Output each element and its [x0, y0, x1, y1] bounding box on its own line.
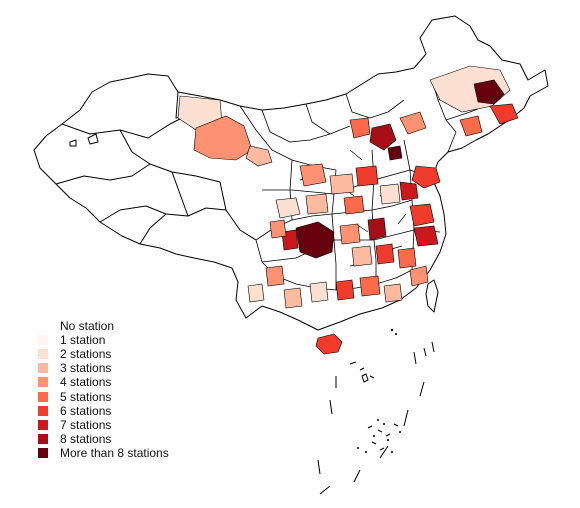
- legend-item-4-stations: 4 stations: [38, 375, 169, 389]
- legend-swatch: [38, 433, 48, 444]
- legend-label: No station: [60, 319, 115, 334]
- region-central-7: [275, 197, 301, 219]
- south-sea-islands: [317, 341, 435, 495]
- small-islands: [357, 328, 401, 453]
- legend-label: 6 stations: [60, 403, 112, 418]
- region-central-4: [379, 183, 401, 205]
- region-south-3: [383, 283, 403, 303]
- region-central-5: [343, 195, 365, 215]
- legend-label: 8 stations: [60, 431, 112, 446]
- legend-label: 3 stations: [60, 361, 112, 376]
- region-northeast-red2: [459, 115, 483, 137]
- region-gansu-strip: [245, 145, 273, 167]
- region-central-3: [355, 165, 379, 187]
- region-hunan-1: [351, 245, 373, 267]
- region-central-1: [299, 163, 327, 187]
- region-south-1: [359, 275, 381, 297]
- region-central-2: [329, 173, 355, 195]
- region-northeast-red1: [489, 103, 519, 125]
- region-east-3: [397, 247, 417, 269]
- legend-item-2-stations: 2 stations: [38, 347, 169, 361]
- legend-swatch: [38, 447, 48, 458]
- legend-swatch: [38, 335, 48, 346]
- legend-swatch: [38, 349, 48, 360]
- legend-item-7-stations: 7 stations: [38, 418, 169, 432]
- map-regions: [177, 65, 519, 355]
- legend-label: 4 stations: [60, 375, 112, 390]
- region-yunnan-1: [265, 265, 285, 287]
- legend-item-8-stations: 8 stations: [38, 432, 169, 446]
- region-hubei-1: [367, 217, 387, 241]
- legend-item-3-stations: 3 stations: [38, 361, 169, 375]
- region-fujian: [409, 265, 429, 287]
- legend-item-no-station: No station: [38, 319, 169, 333]
- legend-swatch: [38, 377, 48, 388]
- region-hainan: [315, 333, 343, 355]
- region-hubei-2: [339, 223, 361, 245]
- region-central-6: [305, 193, 329, 215]
- region-east-1: [409, 203, 435, 227]
- legend-label: 5 stations: [60, 389, 112, 404]
- region-northeast-dark: [473, 79, 505, 105]
- region-south-4: [309, 281, 329, 303]
- legend-item-more-than-8-stations: More than 8 stations: [38, 446, 169, 460]
- legend-label: 1 station: [60, 333, 106, 348]
- region-east-2: [413, 225, 439, 247]
- legend-swatch: [38, 391, 48, 402]
- region-beijing-dark: [369, 123, 397, 151]
- legend: No station 1 station 2 stations 3 statio…: [38, 319, 169, 460]
- map-outline: [33, 15, 549, 331]
- legend-label: 7 stations: [60, 417, 112, 432]
- region-yunnan-2: [283, 287, 303, 309]
- region-shandong: [411, 165, 441, 189]
- legend-label: More than 8 stations: [60, 445, 169, 460]
- legend-label: 2 stations: [60, 347, 112, 362]
- legend-item-1-station: 1 station: [38, 333, 169, 347]
- region-hunan-2: [375, 243, 395, 265]
- region-west-medium: [193, 115, 253, 161]
- region-sichuan-dark: [295, 221, 335, 259]
- legend-swatch: [38, 363, 48, 374]
- region-sichuan-pale: [269, 219, 287, 239]
- region-yunnan-3: [247, 283, 265, 303]
- legend-swatch: [38, 321, 48, 332]
- legend-swatch: [38, 405, 48, 416]
- legend-item-5-stations: 5 stations: [38, 389, 169, 404]
- region-north-red: [349, 117, 371, 139]
- legend-swatch: [38, 419, 48, 430]
- legend-item-6-stations: 6 stations: [38, 404, 169, 418]
- region-beijing-black: [387, 145, 403, 161]
- region-south-2: [335, 279, 355, 301]
- region-north-salmon: [399, 111, 427, 135]
- region-coastal-red: [399, 181, 419, 201]
